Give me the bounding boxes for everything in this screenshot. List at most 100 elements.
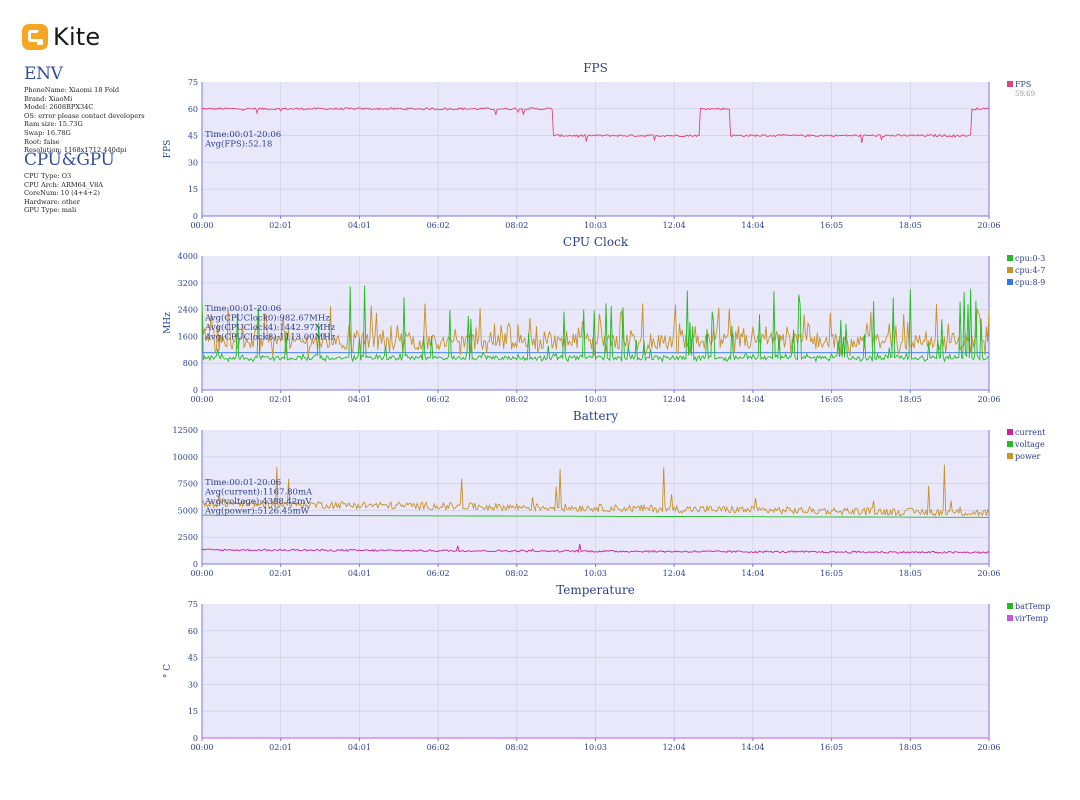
x-tick-label: 18:05 [899,743,922,752]
x-tick-label: 02:01 [269,221,292,230]
legend-label: cpu:4-7 [1015,266,1045,275]
x-tick-label: 16:05 [820,743,843,752]
y-axis-label: ° C [163,664,173,678]
y-tick-label: 60 [188,105,198,114]
x-tick-label: 18:05 [899,569,922,578]
legend-label: virTemp [1014,614,1048,623]
cpu-gpu-heading: CPU&GPU [24,150,115,170]
x-tick-label: 10:03 [584,743,607,752]
y-axis-label: MHz [163,312,173,334]
y-tick-label: 12500 [173,426,198,435]
y-tick-label: 15 [188,185,198,194]
legend-swatch [1007,453,1013,459]
legend-swatch [1007,267,1013,273]
y-tick-label: 75 [188,600,198,609]
y-tick-label: 75 [188,78,198,87]
x-tick-label: 00:00 [190,743,213,752]
env-heading: ENV [24,64,63,84]
x-tick-label: 12:04 [663,743,686,752]
x-tick-label: 20:06 [977,743,1000,752]
cpu-gpu-line: CPU Type: O3 [24,172,72,180]
env-line: Ram size: 15.73G [24,120,83,129]
chart-title: CPU Clock [563,235,629,249]
series-line-cpu-4-7 [201,303,990,357]
x-tick-label: 20:06 [977,395,1000,404]
legend-swatch [1007,279,1013,285]
y-tick-label: 800 [183,359,198,368]
avg-annotation: Avg(current):1167.80mA [204,487,313,498]
legend-swatch [1007,441,1013,447]
x-tick-label: 10:03 [584,221,607,230]
y-tick-label: 0 [193,560,198,569]
x-tick-label: 10:03 [584,395,607,404]
series-line-fps [202,106,990,143]
legend-value: 59.69 [1015,90,1035,98]
cpu-gpu-line: CPU Arch: ARM64_V8A [24,180,104,189]
cpu-gpu-line: Hardware: other [24,197,80,206]
x-tick-label: 04:01 [348,221,371,230]
x-tick-label: 06:02 [427,743,450,752]
env-panel: ENV PhoneName: Xiaomi 18 Fold Brand: Xia… [24,64,184,155]
avg-annotation: Avg(CPUClock8):1113.00MHz [204,332,336,343]
y-tick-label: 2400 [178,306,198,315]
legend-swatch [1007,255,1013,261]
x-tick-label: 06:02 [427,221,450,230]
x-tick-label: 12:04 [663,395,686,404]
x-tick-label: 12:04 [663,221,686,230]
cpu-gpu-line: GPU Type: mali [24,206,77,215]
x-tick-label: 02:01 [269,743,292,752]
x-tick-label: 00:00 [190,569,213,578]
x-tick-label: 08:02 [505,395,528,404]
x-tick-label: 14:04 [741,221,764,230]
x-tick-label: 08:02 [505,221,528,230]
x-tick-label: 08:02 [505,743,528,752]
x-tick-label: 18:05 [899,221,922,230]
cpu-gpu-panel: CPU&GPU CPU Type: O3 CPU Arch: ARM64_V8A… [24,150,184,215]
legend-label: cpu:8-9 [1015,278,1045,287]
y-tick-label: 60 [188,627,198,636]
x-tick-label: 02:01 [269,569,292,578]
y-tick-label: 2500 [178,533,198,542]
x-tick-label: 10:03 [584,569,607,578]
x-tick-label: 06:02 [427,395,450,404]
logo-text: Kite [53,23,101,51]
chart-title: Battery [573,409,618,423]
avg-annotation: Avg(voltage):4388.42mV [204,496,312,507]
avg-annotation: Time:00:01-20:06 [205,130,281,140]
y-tick-label: 30 [188,680,198,689]
y-tick-label: 45 [188,654,198,663]
y-tick-label: 45 [188,132,198,141]
chart-title: Temperature [556,583,635,597]
kite-logo-icon [22,24,48,50]
env-line: OS: error please contact developers [24,111,145,120]
app-logo: Kite [22,23,100,51]
legend-label: power [1015,452,1041,461]
x-tick-label: 04:01 [348,743,371,752]
x-tick-label: 08:02 [505,569,528,578]
x-tick-label: 04:01 [348,569,371,578]
y-axis-label: FPS [163,140,173,158]
x-tick-label: 00:00 [190,221,213,230]
x-tick-label: 18:05 [899,395,922,404]
env-line: PhoneName: Xiaomi 18 Fold [24,86,120,94]
legend-label: current [1015,428,1046,437]
y-tick-label: 5000 [178,506,198,515]
x-tick-label: 20:06 [977,569,1000,578]
avg-annotation: Time:00:01-20:06 [205,478,281,488]
avg-annotation: Avg(power):5126.45mW [204,506,310,517]
legend-label: cpu:0-3 [1015,254,1045,263]
x-tick-label: 20:06 [977,221,1000,230]
x-tick-label: 12:04 [663,569,686,578]
y-tick-label: 0 [193,386,198,395]
chart-temperature: Temperature 0 15 30 45 60 75 00:00 02:01 04:01 06:… [163,583,1050,752]
legend-swatch [1007,603,1013,609]
cpu-gpu-line: CoreNum: 10 (4+4+2) [24,189,100,198]
avg-annotation: Time:00:01-20:06 [205,304,281,314]
y-tick-label: 1600 [178,332,198,341]
x-tick-label: 14:04 [741,395,764,404]
legend-swatch [1007,615,1013,621]
x-tick-label: 16:05 [820,221,843,230]
chart-fps: FPS 0 15 30 45 60 75 00:00 02:01 04:01 06:02 08:02 1… [163,61,1035,230]
x-tick-label: 04:01 [348,395,371,404]
